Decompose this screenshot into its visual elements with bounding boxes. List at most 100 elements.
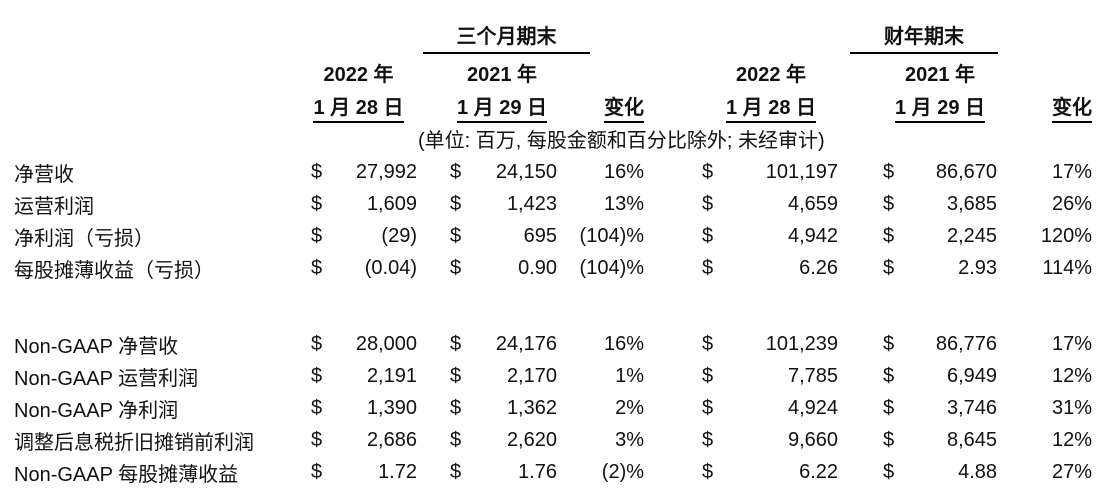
units-note-row: (单位: 百万, 每股金额和百分比除外; 未经审计): [0, 120, 1092, 156]
currency-symbol: $: [450, 256, 462, 279]
row-label: 净利润（亏损）: [14, 227, 154, 250]
currency-symbol: $: [311, 460, 323, 483]
q-change-value: 2%: [615, 396, 645, 419]
currency-symbol: $: [311, 428, 323, 451]
fy2022-value: 6.26: [799, 256, 839, 279]
fiscal-year-group-header: 财年期末: [850, 25, 999, 54]
currency-symbol: $: [702, 224, 714, 247]
q2021-value: 2,620: [506, 428, 557, 451]
table-row: 运营利润 $ 1,609 $ 1,423 13% $ 4,659 $ 3,685…: [0, 188, 1092, 220]
table-row: 每股摊薄收益（亏损） $ (0.04) $ 0.90 (104)% $ 6.26…: [0, 252, 1092, 284]
fy2022-value: 7,785: [787, 364, 839, 387]
table-row: 调整后息税折旧摊销前利润 $ 2,686 $ 2,620 3% $ 9,660 …: [0, 424, 1092, 456]
fy2021-date-header: 1 月 29 日: [895, 97, 986, 123]
fy2021-value: 4.88: [958, 460, 998, 483]
currency-symbol: $: [883, 364, 895, 387]
q2022-year-header: 2022 年: [323, 64, 394, 86]
table-row: Non-GAAP 净利润 $ 1,390 $ 1,362 2% $ 4,924 …: [0, 392, 1092, 424]
q2021-value: 2,170: [506, 364, 557, 387]
fy-change-value: 12%: [1052, 364, 1093, 387]
q2022-value: 2,191: [366, 364, 417, 387]
q2022-value: (0.04): [364, 256, 417, 279]
fy2021-value: 86,776: [935, 332, 998, 355]
fy2021-value: 6,949: [946, 364, 998, 387]
fy2022-value: 101,239: [765, 332, 839, 355]
currency-symbol: $: [311, 160, 323, 183]
table-header: 三个月期末 财年期末 2022 年 2021 年 2022 年 2021 年: [0, 21, 1093, 156]
currency-symbol: $: [450, 224, 462, 247]
currency-symbol: $: [702, 332, 714, 355]
currency-symbol: $: [883, 396, 895, 419]
q2022-value: (29): [381, 224, 417, 247]
table-row: Non-GAAP 净营收 $ 28,000 $ 24,176 16% $ 101…: [0, 328, 1092, 360]
q2022-value: 1.72: [378, 460, 417, 483]
currency-symbol: $: [883, 428, 895, 451]
q-change-value: 16%: [604, 160, 645, 183]
currency-symbol: $: [311, 396, 323, 419]
currency-symbol: $: [883, 224, 895, 247]
table-row: Non-GAAP 每股摊薄收益 $ 1.72 $ 1.76 (2)% $ 6.2…: [0, 456, 1092, 488]
q-change-value: (104)%: [579, 256, 645, 279]
financial-table: 三个月期末 财年期末 2022 年 2021 年 2022 年 2021 年: [0, 21, 1093, 488]
q2022-value: 1,609: [366, 192, 417, 215]
fy-change-value: 120%: [1040, 224, 1093, 247]
fy2022-year-header: 2022 年: [736, 64, 807, 86]
group-header-row: 三个月期末 财年期末: [0, 21, 1092, 54]
q2021-date-header: 1 月 29 日: [456, 97, 548, 123]
fy2021-year-header: 2021 年: [905, 64, 976, 86]
fy2022-value: 101,197: [765, 160, 839, 183]
currency-symbol: $: [311, 224, 323, 247]
quarter-group-header: 三个月期末: [423, 25, 590, 54]
table-row: Non-GAAP 运营利润 $ 2,191 $ 2,170 1% $ 7,785…: [0, 360, 1092, 392]
q-change-value: (2)%: [601, 460, 645, 483]
fiscal-year-change-header: 变化: [1052, 97, 1093, 123]
q2021-value: 1,423: [506, 192, 557, 215]
row-label: 净营收: [14, 163, 74, 186]
fy-change-value: 17%: [1052, 332, 1093, 355]
fy-change-value: 17%: [1052, 160, 1093, 183]
currency-symbol: $: [883, 192, 895, 215]
q2022-value: 28,000: [355, 332, 417, 355]
q2022-value: 27,992: [355, 160, 417, 183]
currency-symbol: $: [702, 396, 714, 419]
fy2021-value: 3,746: [946, 396, 998, 419]
q2021-value: 24,150: [495, 160, 557, 183]
row-label: 调整后息税折旧摊销前利润: [14, 431, 254, 454]
fy2021-value: 86,670: [935, 160, 998, 183]
currency-symbol: $: [883, 256, 895, 279]
currency-symbol: $: [311, 332, 323, 355]
fy2022-value: 4,924: [787, 396, 839, 419]
q2021-value: 24,176: [495, 332, 557, 355]
fy2022-value: 9,660: [787, 428, 839, 451]
q2021-value: 1,362: [506, 396, 557, 419]
q2021-year-header: 2021 年: [466, 64, 538, 86]
currency-symbol: $: [450, 364, 462, 387]
currency-symbol: $: [883, 460, 895, 483]
quarter-change-header: 变化: [604, 97, 645, 123]
currency-symbol: $: [883, 160, 895, 183]
currency-symbol: $: [450, 332, 462, 355]
group-spacer-row: [0, 284, 1092, 328]
fy2022-value: 4,659: [787, 192, 839, 215]
q2022-value: 2,686: [366, 428, 417, 451]
fy-change-value: 12%: [1052, 428, 1093, 451]
row-label: 运营利润: [14, 195, 94, 218]
currency-symbol: $: [702, 192, 714, 215]
fy2021-value: 3,685: [946, 192, 998, 215]
currency-symbol: $: [883, 332, 895, 355]
row-label: Non-GAAP 每股摊薄收益: [14, 463, 239, 486]
fy-change-value: 27%: [1052, 460, 1093, 483]
currency-symbol: $: [311, 364, 323, 387]
fy2021-value: 2.93: [958, 256, 998, 279]
currency-symbol: $: [450, 428, 462, 451]
fy2021-value: 2,245: [946, 224, 998, 247]
table-row: 净营收 $ 27,992 $ 24,150 16% $ 101,197 $ 86…: [0, 156, 1092, 188]
currency-symbol: $: [702, 256, 714, 279]
q2022-value: 1,390: [366, 396, 417, 419]
currency-symbol: $: [450, 192, 462, 215]
q-change-value: 3%: [615, 428, 645, 451]
q2022-date-header: 1 月 28 日: [313, 97, 404, 123]
row-label: 每股摊薄收益（亏损）: [14, 259, 214, 282]
currency-symbol: $: [702, 460, 714, 483]
